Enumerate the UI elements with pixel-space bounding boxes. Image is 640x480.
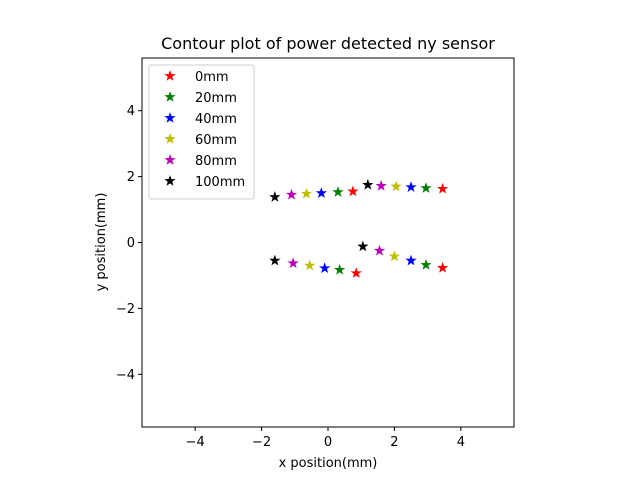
data-point-star — [350, 267, 362, 278]
y-tick-label: −4 — [116, 368, 135, 383]
y-axis-label: y position(mm) — [94, 193, 109, 292]
data-point-star — [362, 178, 374, 190]
data-point-star — [300, 187, 313, 199]
data-point-star — [420, 258, 432, 270]
legend-label: 80mm — [195, 154, 237, 169]
legend-marker-star — [164, 70, 176, 81]
data-point-star — [373, 244, 386, 256]
y-tick-label: 0 — [127, 236, 135, 251]
data-point-star — [436, 261, 449, 273]
data-point-star — [332, 186, 344, 197]
chart-title: Contour plot of power detected ny sensor — [161, 34, 495, 53]
data-point-star — [333, 263, 346, 275]
data-point-star — [405, 181, 417, 192]
legend-marker-star — [164, 154, 176, 165]
legend-label: 20mm — [195, 91, 237, 106]
x-tick-label: 4 — [457, 435, 465, 450]
x-tick-label: −4 — [186, 435, 205, 450]
data-point-star — [285, 188, 298, 200]
data-point-star — [390, 180, 402, 192]
data-point-star — [287, 257, 299, 269]
legend-box — [148, 64, 255, 200]
data-point-star — [304, 259, 316, 271]
y-tick-label: −2 — [116, 302, 135, 317]
data-point-star — [405, 254, 417, 266]
legend-marker-star — [164, 91, 176, 102]
data-point-star — [436, 182, 449, 194]
legend-label: 0mm — [195, 70, 229, 85]
data-point-star — [375, 179, 387, 191]
x-axis-label: x position(mm) — [279, 456, 378, 471]
x-tick-label: 0 — [324, 435, 332, 450]
legend-marker-star — [164, 175, 176, 186]
legend-label: 100mm — [195, 175, 245, 190]
data-point-star — [269, 254, 281, 266]
points-layer — [269, 178, 449, 278]
data-point-star — [319, 262, 331, 273]
plot-frame — [141, 57, 515, 428]
data-point-star — [315, 187, 327, 198]
legend-label: 40mm — [195, 112, 237, 127]
legend: 0mm 20mm 40mm 60mm 80mm 100mm — [148, 64, 255, 200]
x-tick-label: 2 — [390, 435, 398, 450]
data-point-star — [388, 250, 401, 262]
legend-marker-star — [164, 133, 176, 144]
y-tick-label: 2 — [127, 170, 135, 185]
data-point-star — [357, 240, 369, 252]
legend-label: 60mm — [195, 133, 237, 148]
x-tick-label: −2 — [252, 435, 271, 450]
legend-marker-star — [164, 112, 176, 123]
ticks-layer: −4 −2 0 2 4 −4 −2 0 2 4 — [116, 104, 465, 450]
data-point-star — [347, 185, 359, 197]
y-tick-label: 4 — [127, 104, 135, 119]
data-point-star — [269, 191, 281, 202]
data-point-star — [420, 182, 432, 193]
